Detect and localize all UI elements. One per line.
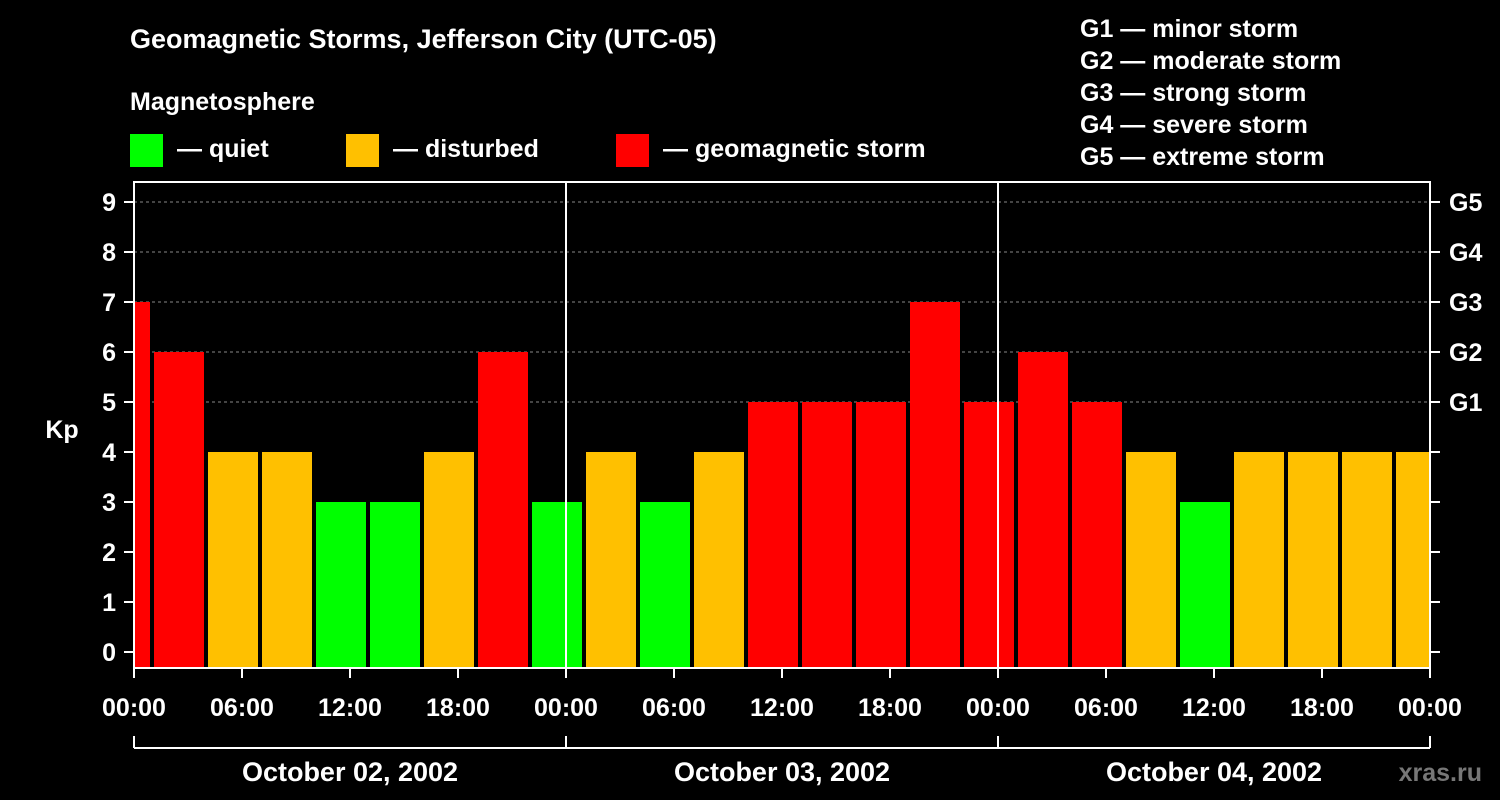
g-scale-legend: G1 — minor storm G2 — moderate storm G3 … (1080, 15, 1341, 171)
y-tick-label: 8 (102, 239, 116, 267)
kp-bar (1180, 502, 1230, 668)
grid-lines (134, 201, 1430, 403)
g-scale-item-g1: G1 — minor storm (1080, 15, 1298, 43)
g-scale-label: G1 (1449, 389, 1482, 417)
legend-label-disturbed: — disturbed (393, 135, 539, 163)
x-tick-label: 06:00 (1074, 694, 1138, 722)
legend-heading: Magnetosphere (130, 88, 315, 116)
kp-bar (424, 452, 474, 668)
kp-bar (964, 402, 1014, 668)
kp-bar (1018, 352, 1068, 668)
kp-bar (856, 402, 906, 668)
g-scale-item-g5: G5 — extreme storm (1080, 143, 1325, 171)
y-tick-label: 4 (102, 439, 116, 467)
chart-title: Geomagnetic Storms, Jefferson City (UTC-… (130, 24, 717, 54)
kp-bar (1234, 452, 1284, 668)
g-scale-item-g4: G4 — severe storm (1080, 111, 1308, 139)
x-tick-label: 00:00 (534, 694, 598, 722)
kp-bar (134, 302, 150, 668)
x-tick-label: 18:00 (1290, 694, 1354, 722)
kp-bar (154, 352, 204, 668)
kp-bar (370, 502, 420, 668)
legend-swatch-storm (616, 134, 649, 167)
color-legend: — quiet — disturbed — geomagnetic storm (130, 134, 926, 167)
kp-bar (1288, 452, 1338, 668)
kp-bar (910, 302, 960, 668)
x-tick-label: 00:00 (966, 694, 1030, 722)
g-scale-item-g2: G2 — moderate storm (1080, 47, 1341, 75)
kp-bar (586, 452, 636, 668)
legend-label-quiet: — quiet (177, 135, 269, 163)
x-tick-label: 18:00 (858, 694, 922, 722)
kp-bar (478, 352, 528, 668)
g-scale-label: G5 (1449, 189, 1482, 217)
kp-bar (532, 502, 582, 668)
legend-label-storm: — geomagnetic storm (663, 135, 926, 163)
kp-bar (1126, 452, 1176, 668)
kp-bar (748, 402, 798, 668)
kp-bar (640, 502, 690, 668)
kp-bar (694, 452, 744, 668)
g-scale-label: G3 (1449, 289, 1482, 317)
x-tick-label: 12:00 (1182, 694, 1246, 722)
watermark: xras.ru (1399, 759, 1482, 787)
g-scale-item-g3: G3 — strong storm (1080, 79, 1306, 107)
legend-swatch-disturbed (346, 134, 379, 167)
day-label: October 02, 2002 (242, 757, 458, 787)
kp-bar (802, 402, 852, 668)
y-tick-label: 1 (102, 589, 116, 617)
kp-bar (1342, 452, 1392, 668)
y-tick-label: 2 (102, 539, 116, 567)
y-axis-label: Kp (45, 416, 78, 444)
x-tick-label: 18:00 (426, 694, 490, 722)
x-tick-label: 00:00 (102, 694, 166, 722)
kp-bar (1072, 402, 1122, 668)
y-tick-label: 6 (102, 339, 116, 367)
day-label: October 03, 2002 (674, 757, 890, 787)
x-tick-label: 06:00 (210, 694, 274, 722)
kp-bar (1396, 452, 1430, 668)
kp-bar (262, 452, 312, 668)
axes (124, 181, 1440, 749)
y-tick-label: 9 (102, 189, 116, 217)
kp-bars (134, 302, 1430, 668)
kp-bar (316, 502, 366, 668)
axis-labels: 0 1 2 3 4 5 6 7 8 9 G1 G2 G3 G4 G5 00:00 06:00 12:00 18:00… (102, 189, 1482, 787)
kp-bar (208, 452, 258, 668)
x-tick-label: 12:00 (750, 694, 814, 722)
x-tick-label: 12:00 (318, 694, 382, 722)
g-scale-label: G2 (1449, 339, 1482, 367)
x-tick-label: 00:00 (1398, 694, 1462, 722)
x-tick-label: 06:00 (642, 694, 706, 722)
y-tick-label: 3 (102, 489, 116, 517)
y-tick-label: 0 (102, 639, 116, 667)
y-tick-label: 5 (102, 389, 116, 417)
day-label: October 04, 2002 (1106, 757, 1322, 787)
y-tick-label: 7 (102, 289, 116, 317)
g-scale-label: G4 (1449, 239, 1482, 267)
legend-swatch-quiet (130, 134, 163, 167)
